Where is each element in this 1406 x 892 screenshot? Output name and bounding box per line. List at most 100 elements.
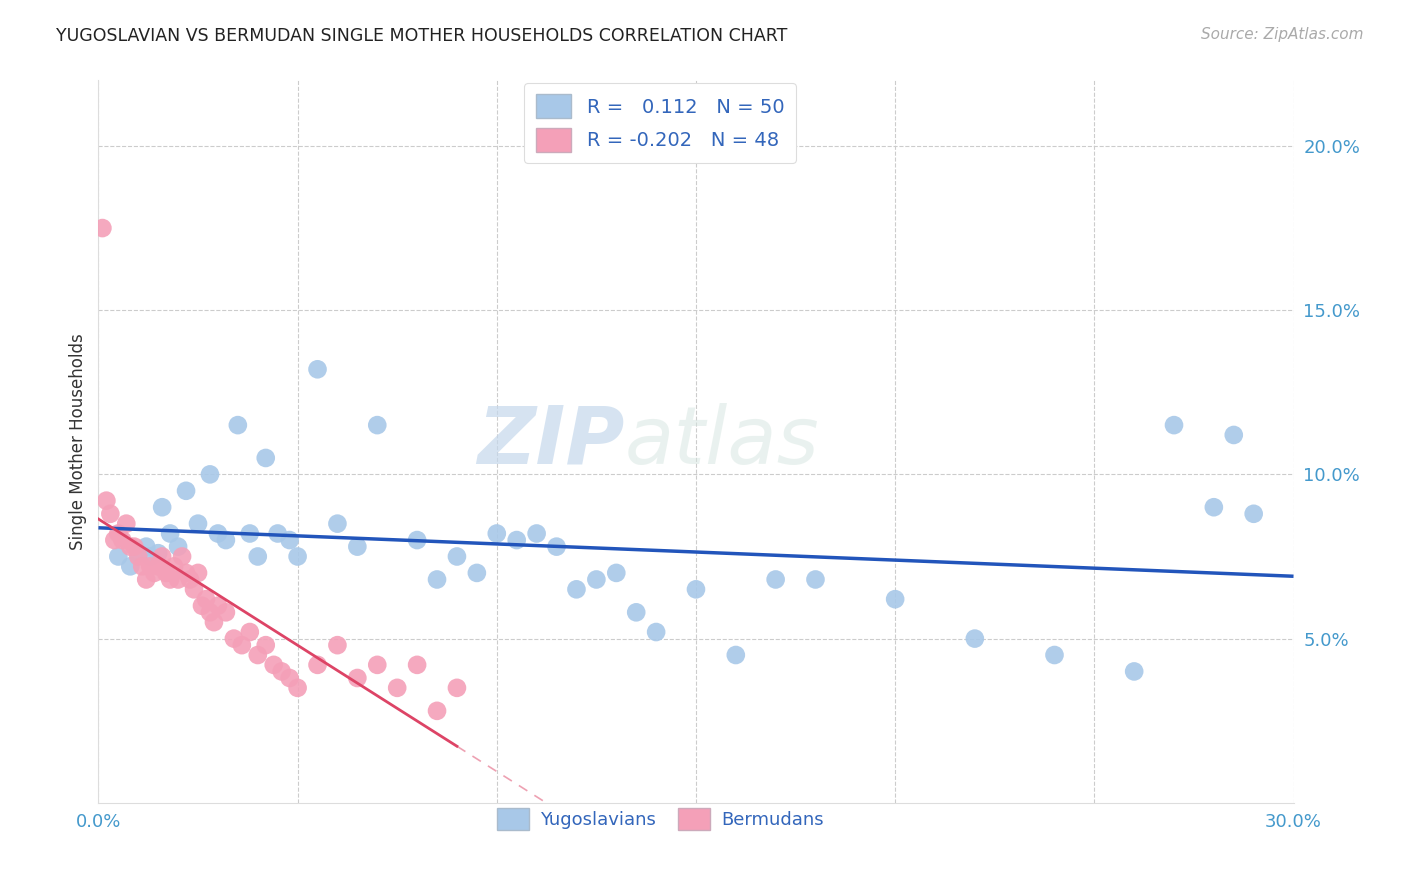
- Point: [215, 533, 238, 547]
- Point: [103, 533, 125, 547]
- Point: [107, 526, 129, 541]
- Point: [254, 450, 277, 465]
- Point: [198, 605, 221, 619]
- Point: [135, 573, 157, 587]
- Point: [406, 657, 429, 672]
- Point: [645, 625, 668, 640]
- Point: [207, 526, 229, 541]
- Point: [120, 559, 142, 574]
- Text: ZIP: ZIP: [477, 402, 624, 481]
- Point: [115, 516, 138, 531]
- Point: [307, 657, 329, 672]
- Point: [287, 681, 309, 695]
- Point: [485, 526, 508, 541]
- Point: [131, 559, 153, 574]
- Point: [366, 657, 388, 672]
- Point: [385, 681, 409, 695]
- Point: [167, 540, 190, 554]
- Point: [202, 615, 225, 630]
- Point: [91, 221, 114, 235]
- Point: [287, 549, 309, 564]
- Point: [1223, 428, 1246, 442]
- Point: [278, 671, 301, 685]
- Point: [143, 566, 166, 580]
- Point: [148, 546, 170, 560]
- Point: [226, 418, 249, 433]
- Point: [163, 559, 186, 574]
- Point: [120, 540, 142, 554]
- Text: atlas: atlas: [624, 402, 820, 481]
- Point: [1202, 500, 1225, 515]
- Point: [148, 559, 170, 574]
- Point: [207, 599, 229, 613]
- Point: [135, 540, 157, 554]
- Point: [605, 566, 627, 580]
- Point: [804, 573, 827, 587]
- Point: [191, 599, 214, 613]
- Text: Source: ZipAtlas.com: Source: ZipAtlas.com: [1201, 27, 1364, 42]
- Point: [187, 516, 209, 531]
- Point: [150, 500, 173, 515]
- Point: [685, 582, 707, 597]
- Point: [159, 573, 181, 587]
- Point: [366, 418, 388, 433]
- Point: [246, 549, 269, 564]
- Text: YUGOSLAVIAN VS BERMUDAN SINGLE MOTHER HOUSEHOLDS CORRELATION CHART: YUGOSLAVIAN VS BERMUDAN SINGLE MOTHER HO…: [56, 27, 787, 45]
- Point: [506, 533, 529, 547]
- Point: [155, 566, 177, 580]
- Point: [96, 493, 118, 508]
- Point: [585, 573, 607, 587]
- Point: [198, 467, 221, 482]
- Point: [626, 605, 648, 619]
- Legend: Yugoslavians, Bermudans: Yugoslavians, Bermudans: [489, 801, 831, 837]
- Point: [1123, 665, 1146, 679]
- Point: [215, 605, 238, 619]
- Point: [150, 549, 173, 564]
- Point: [139, 549, 162, 564]
- Point: [174, 483, 197, 498]
- Point: [963, 632, 986, 646]
- Point: [278, 533, 301, 547]
- Point: [183, 582, 205, 597]
- Point: [446, 549, 468, 564]
- Point: [246, 648, 269, 662]
- Point: [127, 549, 149, 564]
- Point: [1163, 418, 1185, 433]
- Point: [239, 526, 262, 541]
- Point: [231, 638, 253, 652]
- Point: [1043, 648, 1066, 662]
- Point: [307, 362, 329, 376]
- Point: [195, 592, 218, 607]
- Point: [446, 681, 468, 695]
- Point: [565, 582, 588, 597]
- Point: [159, 526, 181, 541]
- Point: [724, 648, 747, 662]
- Point: [98, 507, 122, 521]
- Point: [884, 592, 907, 607]
- Y-axis label: Single Mother Households: Single Mother Households: [69, 334, 87, 549]
- Point: [765, 573, 787, 587]
- Point: [346, 540, 368, 554]
- Point: [1243, 507, 1265, 521]
- Point: [326, 516, 349, 531]
- Point: [406, 533, 429, 547]
- Point: [222, 632, 245, 646]
- Point: [172, 549, 194, 564]
- Point: [426, 704, 449, 718]
- Point: [107, 549, 129, 564]
- Point: [179, 573, 201, 587]
- Point: [187, 566, 209, 580]
- Point: [124, 540, 146, 554]
- Point: [174, 566, 197, 580]
- Point: [326, 638, 349, 652]
- Point: [263, 657, 285, 672]
- Point: [167, 573, 190, 587]
- Point: [139, 559, 162, 574]
- Point: [546, 540, 568, 554]
- Point: [526, 526, 548, 541]
- Point: [127, 546, 149, 560]
- Point: [254, 638, 277, 652]
- Point: [111, 533, 134, 547]
- Point: [239, 625, 262, 640]
- Point: [270, 665, 292, 679]
